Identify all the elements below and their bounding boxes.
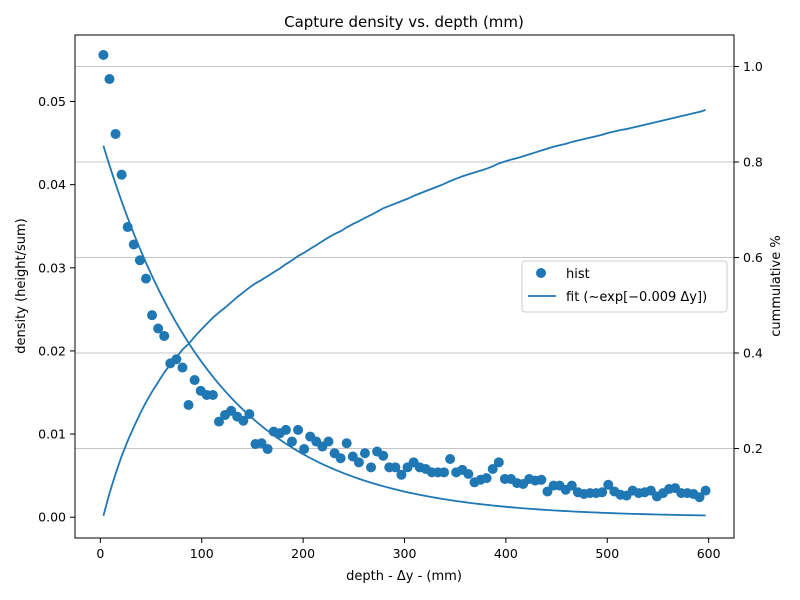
hist-point: [566, 480, 577, 491]
x-tick-label: 100: [190, 546, 214, 561]
hist-point: [153, 323, 164, 334]
hist-point: [140, 273, 151, 284]
y-tick-label: 0.03: [38, 260, 66, 275]
legend: hist fit (∼exp[−0.009 Δy]): [521, 260, 728, 313]
hist-point: [177, 362, 188, 373]
y-tick-label: 0.00: [38, 510, 66, 525]
chart-title: Capture density vs. depth (mm): [284, 13, 524, 31]
hist-point: [207, 390, 218, 400]
hist-point: [244, 409, 255, 420]
x-axis-label: depth - Δy - (mm): [346, 569, 462, 584]
hist-point: [128, 239, 139, 250]
hist-point: [238, 415, 249, 426]
hist-point: [378, 450, 389, 461]
hist-point: [366, 462, 377, 473]
hist-point: [700, 485, 711, 496]
hist-point: [147, 310, 158, 321]
y-tick-label: 0.01: [38, 427, 66, 442]
x-tick-label: 400: [494, 546, 518, 561]
hist-point: [183, 399, 194, 410]
y-tick-label: 0.04: [38, 177, 66, 192]
fit-line: [102, 145, 706, 517]
y2-tick-label: 0.6: [743, 250, 763, 265]
hist-point: [122, 222, 133, 233]
hist-point: [353, 457, 364, 468]
hist-point: [299, 444, 310, 455]
hist-point: [445, 454, 456, 465]
hist-point: [286, 436, 297, 447]
hist-point: [694, 492, 705, 503]
hist-point: [603, 479, 614, 490]
x-tick-label: 600: [697, 546, 721, 561]
hist-point: [597, 487, 608, 498]
y2-tick-label: 0.4: [743, 345, 763, 360]
legend-label-fit: fit (∼exp[−0.009 Δy]): [566, 290, 707, 305]
y-axis-label: density (height/sum): [14, 218, 29, 353]
hist-point: [390, 462, 401, 473]
hist-point: [104, 74, 115, 85]
plot-frame: [74, 34, 735, 539]
hist-point: [396, 469, 407, 480]
cumulative-line: [102, 109, 706, 517]
hist-point: [213, 416, 224, 427]
hist-point: [493, 457, 504, 468]
y2-axis-label: cummulative %: [769, 235, 784, 336]
y-tick-label: 0.02: [38, 343, 66, 358]
fit-layer: [102, 145, 706, 517]
hist-point: [463, 468, 474, 479]
legend-box: [521, 260, 728, 313]
hist-point: [439, 467, 450, 478]
legend-label-hist: hist: [566, 267, 590, 282]
cumulative-layer: [102, 109, 706, 517]
y2-tick-label: 1.0: [743, 59, 763, 74]
hist-point: [487, 463, 498, 474]
x-tick-label: 200: [291, 546, 315, 561]
y-tick-label: 0.05: [38, 94, 66, 109]
x-tick-label: 500: [595, 546, 619, 561]
hist-point: [171, 354, 182, 365]
x-tick-label: 0: [96, 546, 104, 561]
legend-marker-hist: [536, 268, 546, 278]
hist-point: [280, 424, 291, 435]
hist-point: [189, 375, 200, 386]
hist-point: [293, 424, 304, 435]
hist-point: [98, 49, 109, 60]
points-layer: [98, 49, 711, 503]
y2-tick-label: 0.8: [743, 155, 763, 170]
grid-layer: [75, 66, 734, 449]
x-tick-label: 300: [393, 546, 417, 561]
y2-tick-label: 0.2: [743, 441, 763, 456]
hist-point: [116, 169, 127, 180]
hist-point: [335, 453, 346, 464]
hist-point: [262, 444, 273, 455]
ticks-layer: 0.2 0.4 0.6 0.8 1.0 0.00 0.01 0.02 0.03 0.04 0.05 0…: [38, 59, 763, 561]
hist-point: [110, 128, 121, 139]
hist-point: [323, 436, 334, 447]
hist-point: [341, 438, 352, 449]
hist-point: [481, 473, 492, 484]
hist-point: [159, 330, 170, 341]
hist-point: [536, 474, 547, 485]
hist-point: [134, 255, 145, 266]
hist-point: [359, 448, 370, 459]
